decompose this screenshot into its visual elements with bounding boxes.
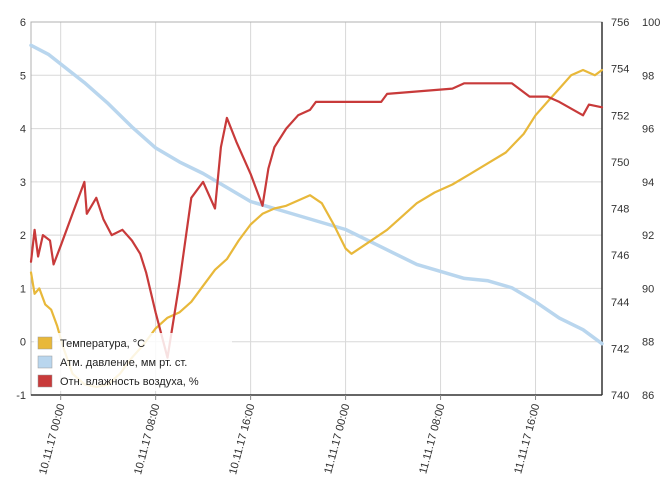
left-tick-label: 2 [20, 230, 26, 242]
humidity-tick-label: 90 [642, 283, 654, 295]
pressure-tick-label: 740 [611, 390, 629, 402]
left-tick-label: 1 [20, 283, 26, 295]
left-tick-label: 4 [20, 124, 26, 136]
humidity-tick-label: 100 [642, 17, 660, 29]
right-axis-humidity: 86 88 90 92 94 96 98 100 [642, 17, 660, 402]
pressure-tick-label: 746 [611, 250, 629, 262]
legend[interactable]: Температура, °C Атм. давление, мм рт. ст.… [34, 333, 232, 391]
grid [31, 21, 602, 396]
humidity-tick-label: 86 [642, 390, 654, 402]
left-tick-label: 6 [20, 17, 26, 29]
pressure-tick-label: 750 [611, 157, 629, 169]
pressure-tick-label: 742 [611, 343, 629, 355]
humidity-tick-label: 88 [642, 337, 654, 349]
x-tick-label: 11.11.17 16:00 [512, 403, 542, 475]
left-tick-label: 3 [20, 177, 26, 189]
x-tick-label: 11.11.17 08:00 [417, 403, 447, 475]
plot-border [30, 21, 603, 396]
legend-swatch-humidity[interactable] [37, 374, 53, 388]
x-tick-label: 10.11.17 16:00 [227, 403, 257, 476]
x-tick-label: 11.11.17 00:00 [322, 403, 352, 475]
right-axis-pressure: 740 742 744 746 748 750 752 754 756 [611, 17, 629, 402]
legend-background [34, 333, 232, 391]
pressure-series-line [29, 43, 604, 346]
left-tick-label: -1 [16, 390, 26, 402]
pressure-tick-label: 752 [611, 110, 629, 122]
humidity-tick-label: 92 [642, 230, 654, 242]
x-tick-label: 10.11.17 00:00 [37, 403, 67, 476]
left-tick-label: 5 [20, 70, 26, 82]
humidity-tick-label: 94 [642, 177, 654, 189]
pressure-tick-label: 754 [611, 64, 629, 76]
legend-label-pressure[interactable]: Атм. давление, мм рт. ст. [60, 357, 187, 369]
humidity-series-line [29, 82, 604, 359]
legend-swatch-pressure[interactable] [37, 355, 53, 369]
humidity-tick-label: 96 [642, 124, 654, 136]
humidity-tick-label: 98 [642, 70, 654, 82]
x-tick-label: 10.11.17 08:00 [132, 403, 162, 476]
pressure-tick-label: 744 [611, 297, 629, 309]
x-axis: 10.11.17 00:00 10.11.17 08:00 10.11.17 16:… [37, 395, 542, 476]
legend-swatch-temperature[interactable] [37, 336, 53, 350]
left-axis: -1 0 1 2 3 4 5 6 [16, 17, 26, 402]
pressure-tick-label: 756 [611, 17, 629, 29]
legend-label-temperature[interactable]: Температура, °C [60, 338, 145, 350]
left-tick-label: 0 [20, 337, 26, 349]
pressure-tick-label: 748 [611, 204, 629, 216]
legend-label-humidity[interactable]: Отн. влажность воздуха, % [60, 376, 199, 388]
